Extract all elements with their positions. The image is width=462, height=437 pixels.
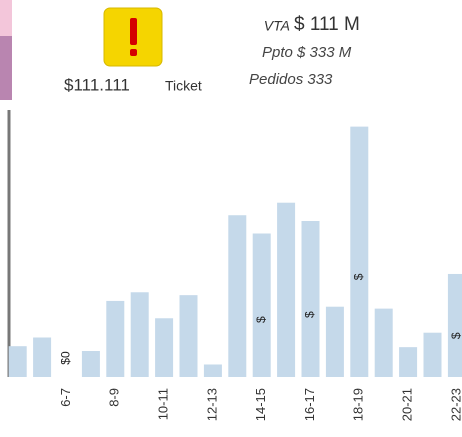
bar <box>155 318 174 377</box>
bar <box>277 202 296 377</box>
vta-label: VTA <box>264 18 290 34</box>
pedidos: Pedidos 333 <box>249 71 333 88</box>
ticket-label: Ticket <box>165 78 202 94</box>
bar <box>203 364 222 377</box>
bar <box>228 215 247 377</box>
data-label: $ <box>303 311 317 318</box>
side-swatch <box>0 36 12 100</box>
x-tick-label: 12-13 <box>204 388 219 421</box>
x-tick-label: 6-7 <box>58 388 73 407</box>
x-tick-label: 10-11 <box>156 388 171 420</box>
bar <box>374 308 393 377</box>
bar <box>350 126 369 377</box>
bar <box>301 221 320 377</box>
warning-dot <box>130 49 137 56</box>
bar <box>8 346 27 377</box>
ticket-value: $111.111 <box>64 75 130 94</box>
bar <box>106 300 125 377</box>
ppto: Ppto $ 333 M <box>262 44 352 61</box>
bar <box>325 306 344 377</box>
data-label: $ <box>351 273 365 280</box>
x-tick-label: 16-17 <box>302 388 317 421</box>
x-tick-label: 14-15 <box>253 388 268 421</box>
data-label: $ <box>449 332 462 339</box>
bar <box>81 351 100 377</box>
bar <box>179 295 198 377</box>
data-label: $0 <box>59 351 73 365</box>
vta-value: $ 111 M <box>294 14 360 35</box>
side-swatch <box>0 0 12 36</box>
bar <box>252 233 271 377</box>
x-tick-label: 22-23 <box>448 388 462 421</box>
bar <box>130 292 149 377</box>
bar <box>399 347 418 377</box>
x-tick-label: 20-21 <box>400 388 415 421</box>
x-tick-label: 18-19 <box>351 388 366 421</box>
bar <box>447 273 462 377</box>
bar <box>33 337 52 377</box>
data-label: $ <box>254 316 268 323</box>
bar <box>423 332 442 377</box>
warning-mark <box>130 18 137 45</box>
x-tick-label: 8-9 <box>107 388 122 407</box>
